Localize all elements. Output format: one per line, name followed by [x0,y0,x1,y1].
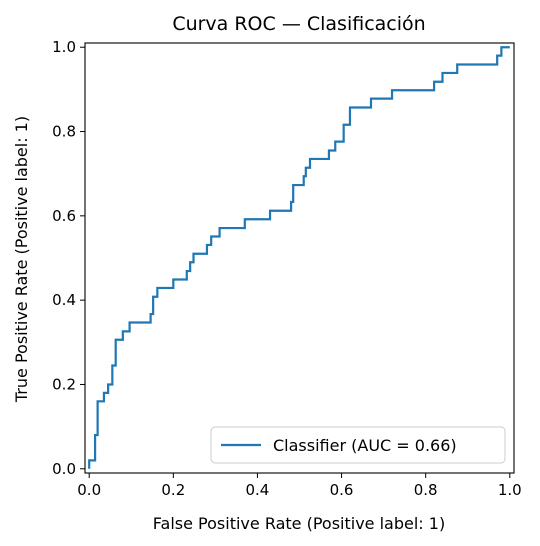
legend-label: Classifier (AUC = 0.66) [273,436,457,455]
x-tick-label: 1.0 [498,481,522,499]
y-tick-label: 0.0 [52,460,76,478]
y-tick-label: 1.0 [52,38,76,56]
x-tick-label: 0.6 [330,481,354,499]
x-tick-label: 0.2 [161,481,185,499]
y-axis-label: True Positive Rate (Positive label: 1) [12,116,31,403]
x-axis-label: False Positive Rate (Positive label: 1) [153,514,445,533]
y-tick-label: 0.4 [52,291,76,309]
x-tick-label: 0.4 [246,481,270,499]
legend: Classifier (AUC = 0.66) [210,426,506,464]
y-tick-label: 0.6 [52,207,76,225]
x-tick-label: 0.8 [414,481,438,499]
plot-area: 0.0 0.2 0.4 0.6 0.8 1.0 0.0 0.2 0.4 0.6 0.8 1.0 [52,38,522,499]
chart-title: Curva ROC — Clasificación [172,13,425,35]
roc-curve-line [88,46,510,469]
legend-box [210,426,506,464]
y-tick-label: 0.2 [52,375,76,393]
y-tick-label: 0.8 [52,123,76,141]
x-tick-label: 0.0 [77,481,101,499]
axes-frame [84,42,515,474]
